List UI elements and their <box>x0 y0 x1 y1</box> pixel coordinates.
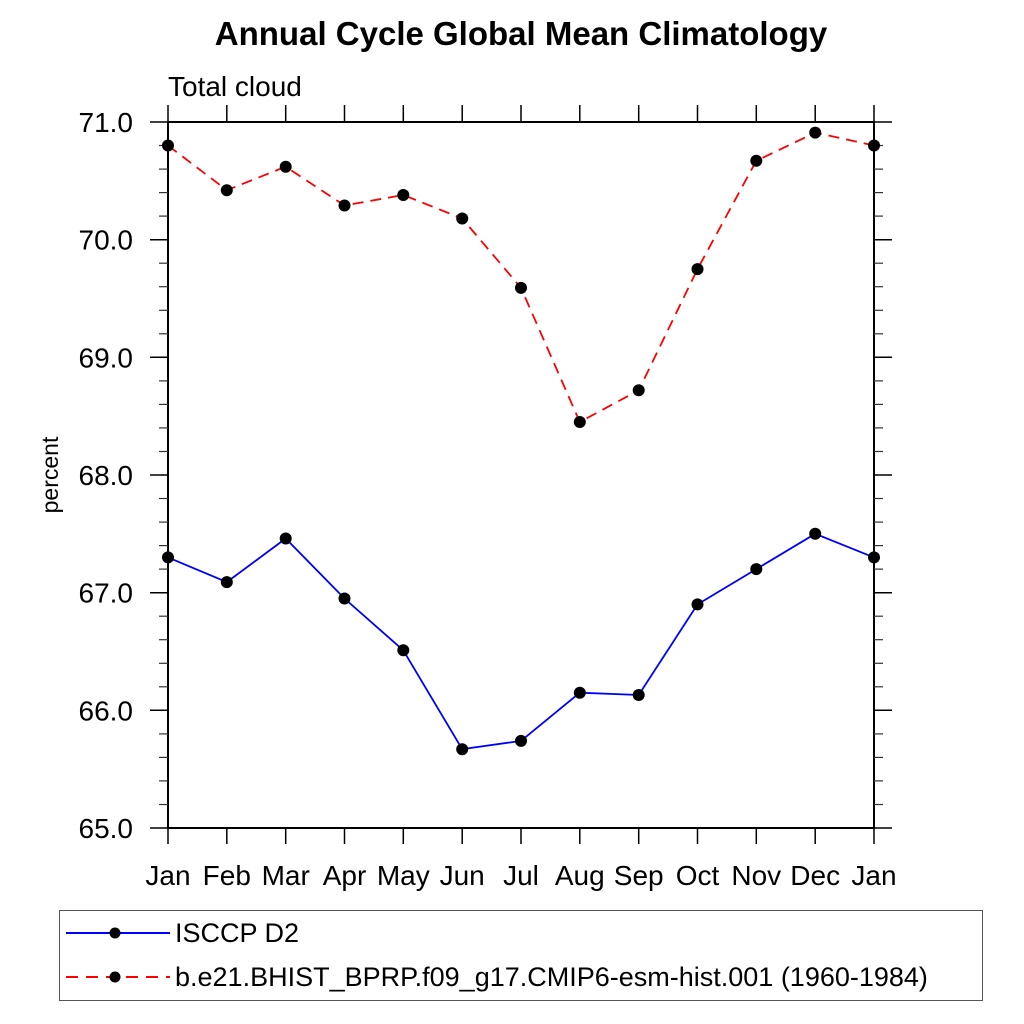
svg-text:69.0: 69.0 <box>79 342 134 373</box>
y-tick-labels: 65.0 66.0 67.0 68.0 69.0 70.0 71.0 <box>79 107 134 844</box>
svg-text:Nov: Nov <box>731 860 781 891</box>
month-ticks <box>167 105 875 844</box>
svg-text:66.0: 66.0 <box>79 695 134 726</box>
svg-text:65.0: 65.0 <box>79 813 134 844</box>
legend-label-model: b.e21.BHIST_BPRP.f09_g17.CMIP6-esm-hist.… <box>175 962 928 992</box>
svg-text:71.0: 71.0 <box>79 107 134 138</box>
series-markers-0 <box>162 527 880 756</box>
x-tick-labels: Jan Feb Mar Apr May Jun Jul Aug Sep Oct Nov Dec Jan <box>145 860 896 891</box>
legend-marker-icon <box>109 971 121 983</box>
svg-text:68.0: 68.0 <box>79 460 134 491</box>
svg-text:May: May <box>377 860 430 891</box>
legend-row-model: b.e21.BHIST_BPRP.f09_g17.CMIP6-esm-hist.… <box>66 962 928 992</box>
svg-text:70.0: 70.0 <box>79 225 134 256</box>
svg-text:Sep: Sep <box>614 860 664 891</box>
legend-row-isccp: ISCCP D2 <box>66 918 300 948</box>
svg-text:Oct: Oct <box>676 860 720 891</box>
legend-marker-icon <box>109 927 121 939</box>
svg-text:67.0: 67.0 <box>79 578 134 609</box>
svg-text:Jul: Jul <box>503 860 539 891</box>
svg-text:Apr: Apr <box>323 860 367 891</box>
axis-frame <box>167 121 875 829</box>
legend-label-isccp: ISCCP D2 <box>175 918 300 948</box>
svg-text:Dec: Dec <box>790 860 840 891</box>
svg-text:Jan: Jan <box>851 860 896 891</box>
chart-subtitle: Total cloud <box>168 71 302 102</box>
svg-text:Jan: Jan <box>145 860 190 891</box>
svg-text:Aug: Aug <box>555 860 605 891</box>
svg-text:Feb: Feb <box>203 860 251 891</box>
legend-line-sample-isccp <box>66 927 170 939</box>
y-ticks <box>150 121 892 829</box>
svg-text:Jun: Jun <box>440 860 485 891</box>
series-line-0 <box>167 532 875 751</box>
series-line-1 <box>167 131 875 424</box>
svg-text:Mar: Mar <box>262 860 310 891</box>
legend-box: ISCCP D2 b.e21.BHIST_BPRP.f09_g17.CMIP6-… <box>59 910 983 1001</box>
legend-line-sample-model <box>66 971 170 983</box>
series-markers-1 <box>162 126 880 428</box>
chart-title: Annual Cycle Global Mean Climatology <box>214 15 828 52</box>
